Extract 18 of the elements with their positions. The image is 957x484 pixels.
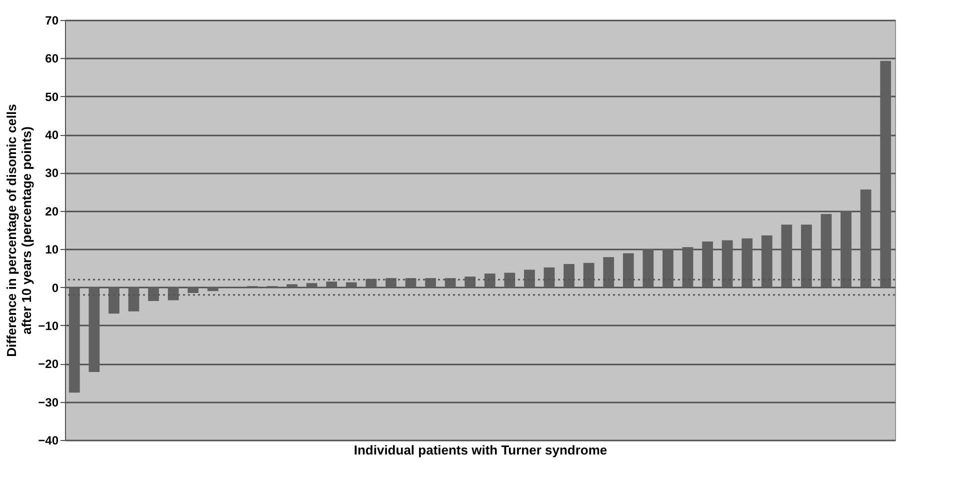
y-tick-label: 30 (45, 166, 59, 180)
y-tick-label: 70 (45, 14, 59, 28)
y-tick-label: 10 (45, 242, 59, 257)
y-tick-label: 60 (45, 52, 59, 66)
y-tick-label: −20 (38, 357, 59, 372)
bar (346, 282, 357, 288)
y-tick-label: −30 (38, 395, 59, 410)
bar (207, 287, 218, 292)
y-tick-label: 20 (45, 204, 59, 218)
bar (306, 283, 318, 288)
y-tick-label: 50 (45, 90, 59, 104)
y-tick-label: −10 (38, 318, 59, 333)
bar (286, 284, 298, 288)
y-tick-label: −40 (38, 434, 59, 448)
x-axis-title: Individual patients with Turner syndrome (354, 442, 608, 458)
y-tick-label: 0 (52, 280, 59, 295)
y-axis-title: Difference in percentage of disomic cells after 10 years (percentage points) (4, 104, 34, 357)
y-tick-label: 40 (45, 128, 59, 142)
